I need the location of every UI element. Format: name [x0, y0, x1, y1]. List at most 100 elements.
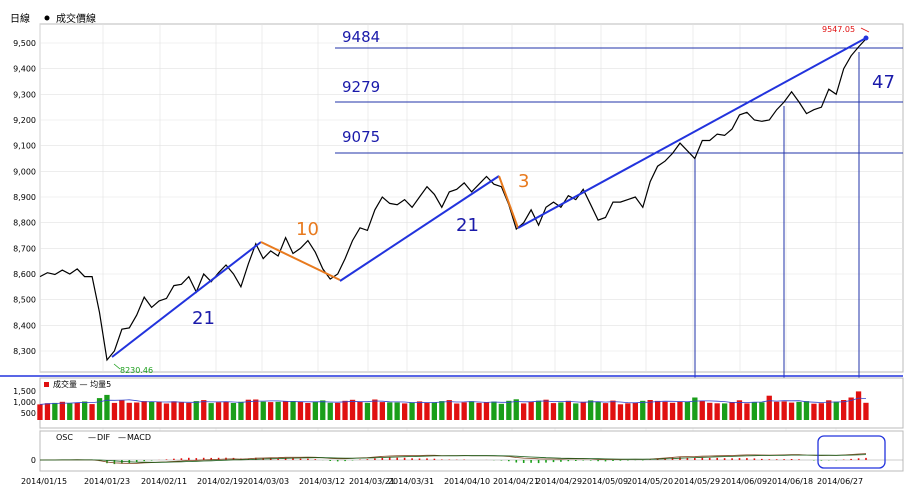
volume-bar — [826, 400, 832, 420]
macd-bar — [708, 457, 711, 460]
macd-bar — [299, 458, 302, 460]
volume-bar — [528, 401, 534, 420]
price-plot-area — [39, 23, 904, 373]
volume-bar — [238, 401, 244, 420]
volume-bar — [282, 401, 289, 420]
volume-bar — [863, 402, 869, 420]
macd-bar — [694, 457, 696, 460]
volume-bar — [841, 400, 847, 420]
volume-tick-1500: 1,500 — [13, 387, 36, 396]
x-tick-label: 2014/05/09 — [582, 477, 628, 486]
count-label-3: 21 — [456, 215, 479, 236]
volume-bar — [171, 401, 177, 420]
macd-legend-macd: MACD — [127, 433, 151, 442]
macd-bar — [679, 457, 681, 460]
x-tick-label: 2014/05/20 — [627, 477, 673, 486]
macd-bar — [433, 458, 436, 460]
macd-bar — [113, 460, 116, 465]
volume-bar — [446, 400, 452, 420]
trend-up-3 — [517, 37, 867, 229]
macd-highlight-box — [817, 435, 886, 469]
volume-bar — [647, 400, 653, 420]
volume-bar — [833, 401, 839, 420]
volume-bar — [416, 401, 423, 420]
macd-bar — [500, 460, 503, 461]
x-tick-label: 2014/03/21 — [349, 477, 395, 486]
y-tick-label: 9,200 — [13, 116, 36, 125]
volume-bars — [37, 391, 869, 420]
x-tick-label: 2014/06/27 — [817, 477, 863, 486]
volume-bar — [402, 403, 408, 420]
volume-bar — [855, 391, 862, 420]
volume-bar — [640, 400, 646, 420]
volume-bar — [186, 402, 192, 420]
trend-down-2 — [498, 175, 519, 229]
volume-bar — [290, 401, 296, 420]
price-series-line — [39, 38, 867, 362]
volume-bar — [208, 403, 214, 420]
volume-bar — [424, 402, 430, 420]
macd-bar — [775, 459, 778, 460]
y-axis: 8,300 8,400 8,500 8,600 8,700 8,800 8,900 9,000… — [13, 39, 903, 356]
volume-bar — [193, 401, 199, 420]
trend-down-1 — [260, 241, 341, 281]
volume-bar — [476, 402, 482, 420]
x-tick-label: 2014/03/12 — [299, 477, 345, 486]
volume-bar — [305, 403, 311, 420]
y-tick-label: 9,400 — [13, 65, 36, 74]
x-tick-label: 2014/06/18 — [767, 477, 813, 486]
macd-bar — [292, 458, 294, 460]
macd-legend-dif: DIF — [97, 433, 111, 442]
macd-bar — [753, 458, 756, 460]
macd-bar — [723, 458, 726, 460]
macd-bar — [545, 460, 547, 463]
volume-bar — [521, 403, 527, 420]
high-arrow-icon — [860, 27, 870, 33]
volume-legend: 成交量 — 均量5 — [53, 379, 111, 389]
volume-bar — [67, 403, 73, 420]
x-tick-label: 2014/04/21 — [493, 477, 539, 486]
price-panel: 日線 成交價線 8,3008,4008,5008,6008,7008,8008,… — [10, 12, 904, 471]
macd-bar — [381, 457, 384, 460]
low-arrow-icon — [113, 363, 121, 370]
volume-bar — [818, 403, 824, 420]
volume-bar — [751, 402, 757, 420]
volume-bar — [513, 399, 519, 420]
volume-panel: 成交量 — 均量5 1,500 1,000 500 — [13, 377, 904, 429]
level-label-9484: 9484 — [342, 28, 380, 46]
macd-legend-dif-dash: — — [88, 433, 96, 442]
macd-bar — [537, 460, 540, 464]
volume-bar — [759, 402, 765, 420]
volume-bar — [632, 402, 638, 420]
volume-bar — [156, 401, 162, 420]
volume-bar — [625, 403, 631, 420]
volume-bar — [111, 402, 118, 420]
volume-bar — [543, 399, 549, 420]
volume-bar — [655, 400, 661, 420]
level-label-9279: 9279 — [342, 78, 380, 96]
volume-bar — [617, 404, 624, 420]
y-tick-label: 8,800 — [13, 219, 36, 228]
volume-bar — [253, 399, 259, 420]
volume-tick-1000: 1,000 — [13, 398, 36, 407]
vertical-markers — [694, 52, 860, 390]
x-tick-label: 2014/04/10 — [444, 477, 490, 486]
volume-bar — [766, 395, 772, 420]
macd-bar — [403, 457, 406, 460]
macd-bar — [798, 459, 800, 460]
volume-bar — [372, 399, 378, 420]
date-axis-labels: 2014/01/15 2014/01/23 2014/02/11 2014/02/19… — [21, 477, 863, 486]
volume-bar — [141, 401, 147, 420]
macd-bar — [820, 460, 823, 461]
macd-bar — [173, 458, 175, 460]
volume-bar — [230, 403, 237, 420]
macd-bar — [582, 460, 584, 461]
volume-bar — [82, 401, 88, 420]
macd-bar — [560, 460, 562, 462]
price-legend: 成交價線 — [56, 12, 96, 25]
macd-bar — [388, 457, 391, 460]
macd-bar — [790, 459, 793, 460]
macd-bar — [314, 459, 317, 460]
volume-bar — [387, 402, 393, 420]
